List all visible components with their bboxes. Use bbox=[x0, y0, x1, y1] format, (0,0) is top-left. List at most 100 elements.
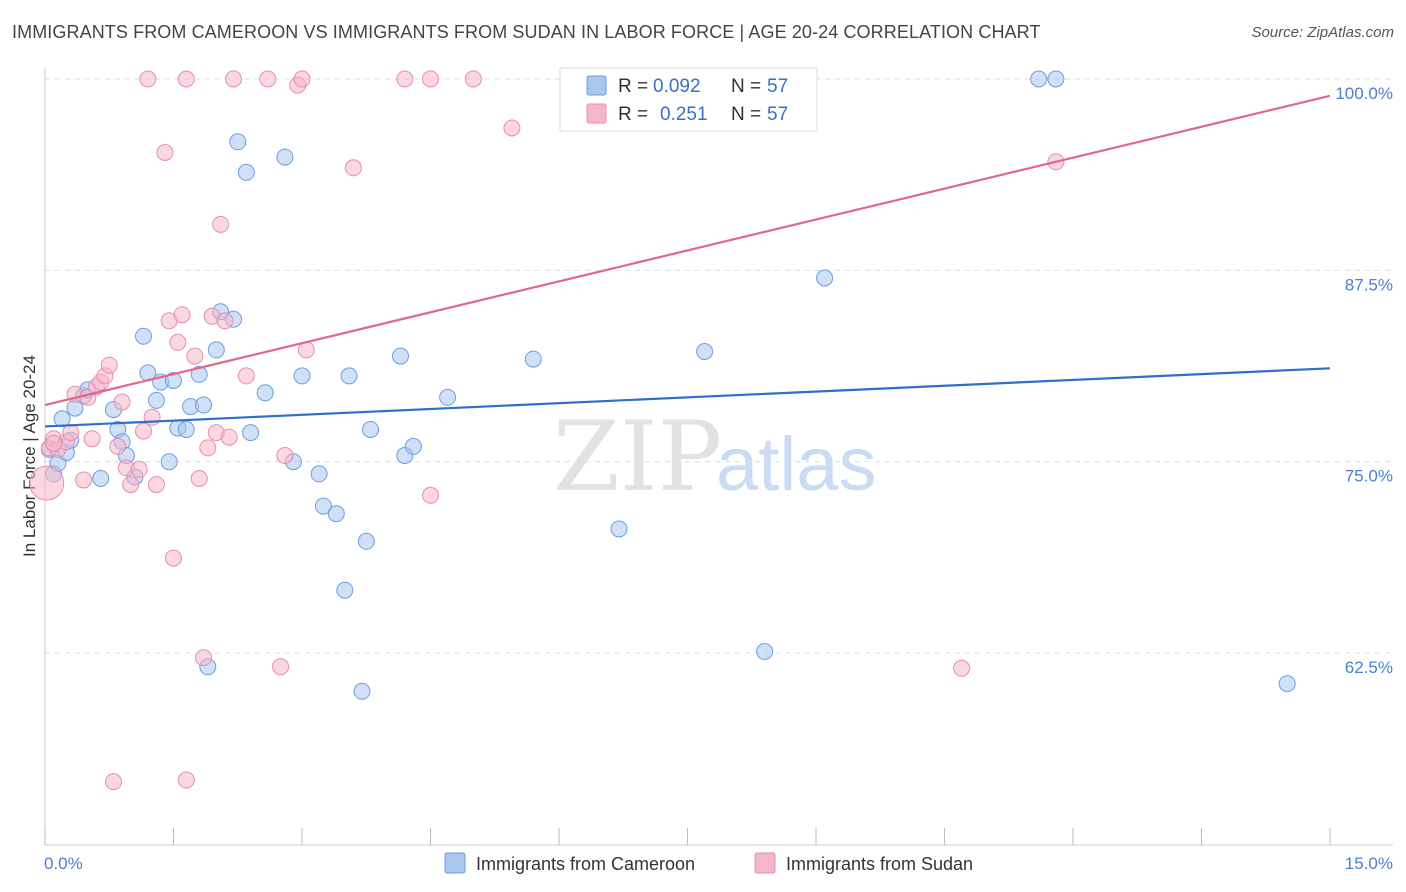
chart-title: IMMIGRANTS FROM CAMEROON VS IMMIGRANTS F… bbox=[12, 22, 1041, 42]
legend-r-value-1: 0.251 bbox=[660, 104, 708, 125]
series-legend: Immigrants from Cameroon Immigrants from… bbox=[444, 852, 973, 874]
point-cameroon-40 bbox=[353, 682, 371, 700]
point-cameroon-54 bbox=[1278, 675, 1296, 693]
point-sudan-51 bbox=[422, 486, 439, 504]
point-sudan-32 bbox=[190, 470, 208, 487]
point-cameroon-53 bbox=[1047, 70, 1065, 88]
point-sudan-52 bbox=[464, 70, 482, 88]
point-sudan-54 bbox=[953, 659, 971, 677]
point-sudan-14 bbox=[105, 773, 122, 791]
point-sudan-39 bbox=[220, 428, 238, 446]
series-cameroon-points bbox=[40, 70, 1296, 700]
point-sudan-5 bbox=[62, 424, 80, 442]
point-sudan-38 bbox=[216, 312, 234, 330]
y-axis-tick-labels: 100.0% 87.5% 75.0% 62.5% bbox=[1335, 84, 1393, 677]
point-cameroon-50 bbox=[756, 643, 774, 660]
point-cameroon-13 bbox=[135, 327, 152, 345]
watermark: ZIP atlas bbox=[553, 401, 877, 513]
bottom-legend-swatch-sudan bbox=[754, 852, 776, 874]
point-sudan-19 bbox=[130, 460, 148, 478]
point-sudan-9 bbox=[83, 430, 101, 448]
point-sudan-16 bbox=[113, 393, 131, 411]
point-sudan-56 bbox=[45, 434, 63, 452]
point-sudan-41 bbox=[237, 367, 255, 385]
point-sudan-50 bbox=[422, 70, 439, 88]
point-cameroon-52 bbox=[1030, 70, 1048, 88]
bottom-legend-label-sudan: Immigrants from Sudan bbox=[786, 854, 973, 874]
legend-r-label-1: R = bbox=[618, 104, 648, 125]
watermark-zip: ZIP bbox=[553, 401, 722, 513]
point-cameroon-20 bbox=[177, 421, 195, 438]
point-sudan-13 bbox=[100, 356, 118, 374]
point-cameroon-47 bbox=[524, 350, 542, 368]
legend-r-value-0: 0.092 bbox=[653, 76, 701, 97]
legend-n-label-1: N = bbox=[731, 104, 761, 125]
point-cameroon-35 bbox=[310, 465, 328, 483]
point-sudan-27 bbox=[169, 333, 187, 351]
point-cameroon-34 bbox=[293, 367, 311, 385]
legend-n-value-1: 57 bbox=[767, 104, 788, 125]
legend-swatch-sudan bbox=[586, 103, 607, 124]
point-sudan-24 bbox=[156, 144, 174, 161]
point-sudan-15 bbox=[109, 437, 127, 455]
y-tick-label-0: 100.0% bbox=[1335, 84, 1393, 103]
bottom-legend-swatch-cameroon bbox=[444, 852, 466, 874]
point-cameroon-46 bbox=[439, 388, 457, 406]
legend-n-value-0: 57 bbox=[767, 76, 788, 97]
point-cameroon-30 bbox=[242, 424, 260, 442]
y-tick-label-3: 62.5% bbox=[1345, 658, 1393, 677]
x-axis-ticks bbox=[44, 828, 1331, 845]
trend-line-cameroon bbox=[44, 367, 1331, 428]
point-sudan-43 bbox=[272, 658, 290, 676]
point-cameroon-39 bbox=[340, 367, 358, 385]
point-sudan-44 bbox=[276, 447, 294, 464]
point-cameroon-7 bbox=[92, 470, 110, 487]
legend-r-label-0: R = bbox=[618, 76, 648, 97]
point-sudan-28 bbox=[173, 306, 191, 324]
legend-swatch-cameroon bbox=[586, 75, 607, 96]
point-cameroon-41 bbox=[357, 532, 375, 550]
point-cameroon-29 bbox=[237, 163, 255, 181]
trend-lines bbox=[44, 94, 1331, 428]
y-tick-label-1: 87.5% bbox=[1345, 275, 1393, 294]
point-cameroon-45 bbox=[404, 437, 422, 455]
point-cameroon-42 bbox=[362, 421, 379, 438]
point-cameroon-38 bbox=[336, 581, 354, 599]
point-sudan-37 bbox=[212, 215, 230, 233]
trend-line-sudan bbox=[44, 94, 1331, 407]
point-sudan-48 bbox=[344, 159, 362, 177]
point-cameroon-18 bbox=[165, 372, 182, 389]
point-cameroon-37 bbox=[327, 505, 345, 523]
point-cameroon-51 bbox=[816, 269, 834, 287]
point-cameroon-36 bbox=[314, 497, 332, 515]
point-sudan-20 bbox=[135, 422, 152, 440]
watermark-atlas: atlas bbox=[716, 422, 877, 507]
point-cameroon-15 bbox=[147, 391, 165, 409]
correlation-legend: R = 0.092 N = 57 R = 0.251 N = 57 bbox=[559, 67, 818, 132]
point-cameroon-25 bbox=[207, 341, 225, 359]
point-sudan-34 bbox=[199, 439, 217, 457]
y-axis-label: In Labor Force | Age 20-24 bbox=[20, 355, 39, 557]
point-sudan-33 bbox=[195, 649, 212, 667]
point-cameroon-43 bbox=[392, 347, 409, 365]
y-tick-label-2: 75.0% bbox=[1345, 467, 1393, 486]
point-sudan-31 bbox=[186, 347, 204, 365]
point-sudan-46 bbox=[293, 70, 311, 88]
point-sudan-18 bbox=[122, 476, 140, 494]
point-cameroon-23 bbox=[195, 396, 212, 414]
point-sudan-53 bbox=[503, 119, 521, 137]
point-cameroon-17 bbox=[160, 453, 178, 471]
point-sudan-30 bbox=[177, 771, 195, 789]
point-sudan-21 bbox=[139, 70, 157, 88]
point-sudan-49 bbox=[396, 70, 414, 88]
point-cameroon-2 bbox=[53, 410, 71, 428]
point-cameroon-32 bbox=[276, 148, 294, 166]
point-cameroon-22 bbox=[190, 365, 208, 383]
point-cameroon-31 bbox=[256, 384, 274, 402]
point-sudan-7 bbox=[75, 471, 93, 489]
legend-n-label-0: N = bbox=[731, 76, 761, 97]
point-sudan-29 bbox=[177, 70, 195, 88]
point-cameroon-49 bbox=[696, 343, 714, 360]
point-sudan-42 bbox=[259, 70, 277, 88]
